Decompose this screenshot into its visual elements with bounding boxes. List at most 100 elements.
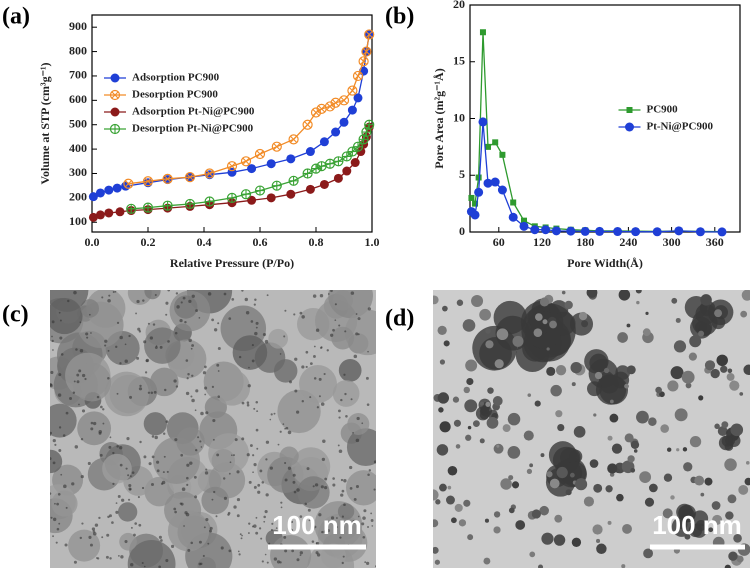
dot xyxy=(363,509,367,513)
dot xyxy=(85,332,89,336)
dot xyxy=(341,561,344,565)
particle xyxy=(539,297,550,307)
dot xyxy=(305,350,309,354)
particle xyxy=(119,532,137,551)
dot xyxy=(299,311,303,315)
particle xyxy=(635,290,642,294)
point xyxy=(88,192,98,202)
dot xyxy=(51,335,53,338)
dot xyxy=(301,365,305,369)
dot xyxy=(84,377,87,381)
point xyxy=(580,226,590,236)
marker xyxy=(330,97,341,108)
point xyxy=(470,210,480,220)
dot xyxy=(112,290,115,293)
dot xyxy=(341,489,345,493)
dot xyxy=(190,395,193,398)
particle xyxy=(463,499,471,507)
dot xyxy=(106,533,110,537)
dot xyxy=(137,327,141,331)
particle xyxy=(539,505,549,516)
dot xyxy=(55,541,58,544)
dot xyxy=(222,477,226,480)
dot xyxy=(299,551,303,555)
particle xyxy=(609,399,614,404)
dot xyxy=(256,447,259,450)
dot xyxy=(133,533,136,537)
y-tick-label: 200 xyxy=(69,190,87,204)
dot xyxy=(205,411,209,415)
particle xyxy=(689,335,702,348)
dot xyxy=(78,369,82,373)
point xyxy=(490,177,500,187)
dot xyxy=(252,471,254,474)
plot-frame xyxy=(469,4,741,233)
dot xyxy=(86,336,89,339)
particle xyxy=(575,478,588,491)
particle xyxy=(570,361,582,374)
marker xyxy=(580,226,590,236)
point xyxy=(184,198,196,210)
dot xyxy=(63,484,67,489)
particle xyxy=(465,434,472,441)
dot xyxy=(51,320,55,324)
dot xyxy=(236,470,240,474)
dot xyxy=(147,322,150,325)
dot xyxy=(231,454,233,457)
dot xyxy=(232,454,235,457)
dot xyxy=(361,522,365,526)
dot xyxy=(108,514,112,518)
dot xyxy=(90,421,94,425)
particle xyxy=(467,534,474,541)
point xyxy=(310,163,322,174)
dot xyxy=(188,299,192,304)
dot xyxy=(50,457,52,461)
dot xyxy=(162,471,165,474)
marker xyxy=(112,183,122,193)
dot xyxy=(124,539,128,544)
dot xyxy=(165,558,169,563)
dot xyxy=(265,440,270,444)
dot xyxy=(371,525,374,527)
dot xyxy=(94,523,99,527)
particle xyxy=(533,328,543,337)
particle xyxy=(456,299,464,306)
dot xyxy=(72,391,76,394)
marker xyxy=(142,176,154,187)
marker-detail xyxy=(256,150,264,158)
particle xyxy=(508,507,515,514)
dot xyxy=(187,372,190,376)
dot xyxy=(67,299,70,303)
dot xyxy=(250,320,254,323)
dot xyxy=(98,516,101,520)
point xyxy=(342,166,352,176)
dot xyxy=(227,513,230,516)
marker xyxy=(474,187,484,197)
dot xyxy=(101,536,104,539)
dot xyxy=(284,478,288,482)
marker xyxy=(483,178,493,188)
particle xyxy=(299,365,337,403)
particle xyxy=(739,392,744,396)
marker xyxy=(247,164,257,174)
dot xyxy=(248,522,251,525)
particle xyxy=(436,444,449,456)
dot xyxy=(366,403,370,406)
dot xyxy=(128,483,132,488)
marker xyxy=(631,227,641,237)
dot xyxy=(154,435,158,440)
x-tick-label: 60 xyxy=(493,235,505,249)
particle xyxy=(331,326,355,350)
dot xyxy=(198,562,202,566)
marker xyxy=(470,210,480,220)
point xyxy=(364,119,375,130)
particle xyxy=(334,517,357,540)
point xyxy=(254,148,266,160)
dot xyxy=(335,525,338,529)
particle xyxy=(583,496,595,507)
y-tick-label: 5 xyxy=(459,167,465,181)
marker-detail xyxy=(326,103,334,110)
dot xyxy=(217,370,220,372)
dot xyxy=(320,485,324,489)
marker xyxy=(479,29,486,36)
